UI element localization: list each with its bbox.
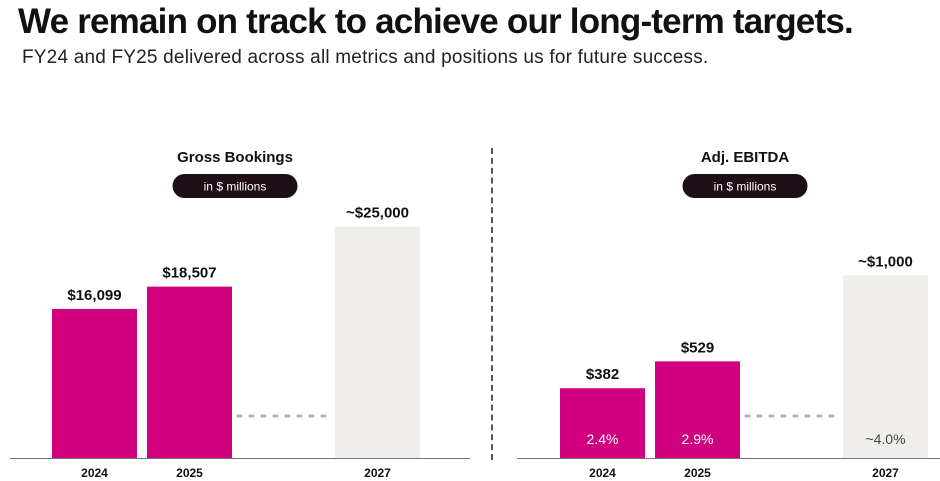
chart-title: Adj. EBITDA — [701, 149, 789, 166]
unit-pill-label: in $ millions — [714, 180, 777, 194]
inner-label-2025: 2.9% — [682, 431, 714, 447]
tick-label-2025: 2025 — [684, 466, 711, 480]
tick-label-2025: 2025 — [176, 466, 203, 480]
page-subtitle: FY24 and FY25 delivered across all metri… — [22, 47, 709, 68]
data-label-2027: ~$25,000 — [346, 204, 409, 221]
data-label-2027: ~$1,000 — [858, 253, 913, 270]
data-label-2025: $18,507 — [162, 265, 216, 282]
bar-2027 — [335, 226, 420, 458]
unit-pill — [172, 174, 298, 198]
bar-2025 — [655, 361, 740, 458]
data-label-2024: $382 — [586, 366, 619, 383]
tick-label-2027: 2027 — [872, 466, 899, 480]
tick-label-2024: 2024 — [589, 466, 616, 480]
data-label-2025: $529 — [681, 339, 714, 356]
gross-bookings-chart: Gross Bookings in $ millions $16,099 2024 $1… — [10, 149, 470, 480]
bar-2027 — [843, 275, 928, 458]
unit-pill-label: in $ millions — [204, 180, 267, 194]
chart-divider — [491, 148, 493, 460]
chart-title: Gross Bookings — [177, 149, 293, 166]
bar-2024 — [560, 388, 645, 458]
bar-2024 — [52, 308, 137, 458]
data-label-2024: $16,099 — [67, 287, 121, 304]
unit-pill — [682, 174, 808, 198]
tick-label-2027: 2027 — [364, 466, 391, 480]
page-title: We remain on track to achieve our long-t… — [18, 2, 854, 41]
tick-label-2024: 2024 — [81, 466, 108, 480]
inner-label-2027: ~4.0% — [865, 431, 905, 447]
bar-2025 — [147, 286, 232, 458]
inner-label-2024: 2.4% — [587, 431, 619, 447]
